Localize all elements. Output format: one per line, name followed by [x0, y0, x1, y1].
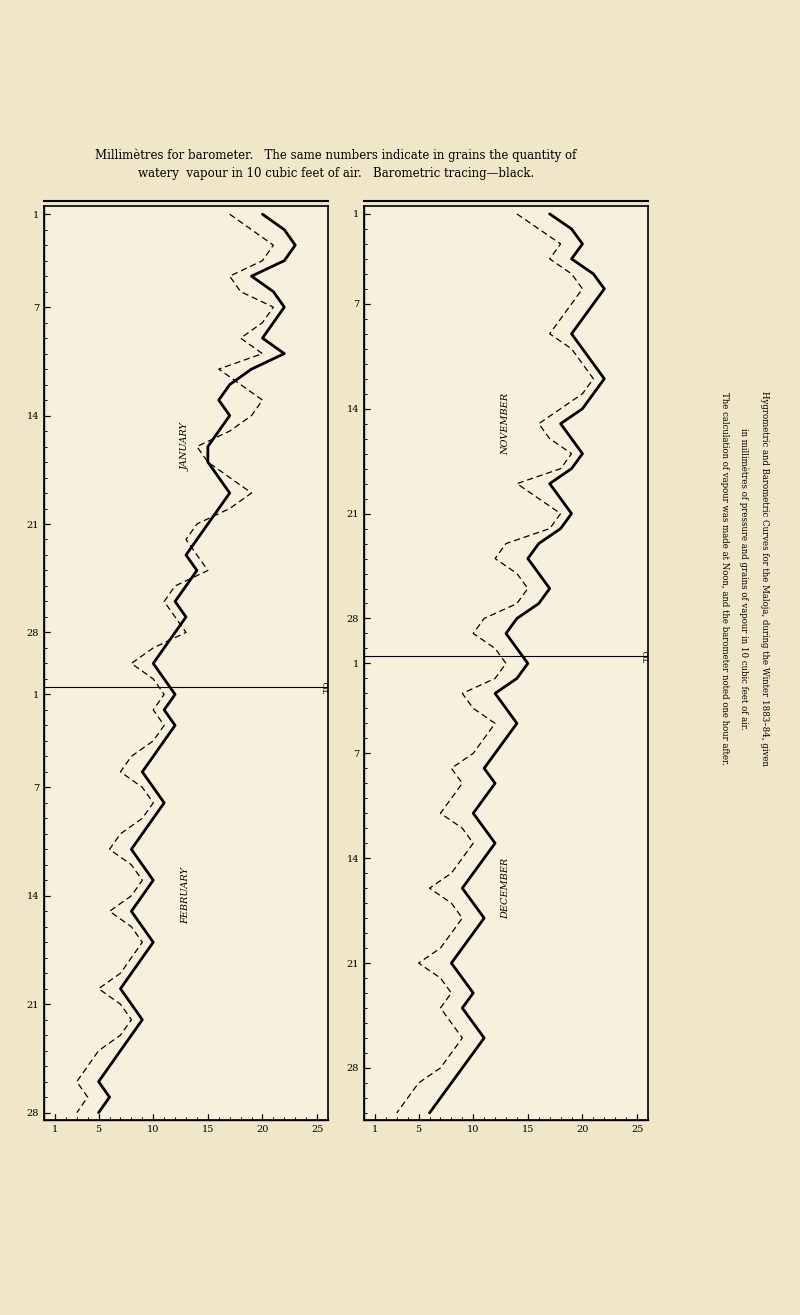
Text: TO: TO [322, 680, 330, 693]
Text: FEBRUARY: FEBRUARY [182, 868, 190, 924]
Text: The calculation of vapour was made at Noon, and the barometer noted one hour aft: The calculation of vapour was made at No… [719, 392, 729, 765]
Text: Hygrometric and Barometric Curves for the Maloja, during the Winter 1883–84, giv: Hygrometric and Barometric Curves for th… [759, 391, 769, 767]
Text: TO: TO [642, 650, 650, 663]
Text: Millimètres for barometer.   The same numbers indicate in grains the quantity of: Millimètres for barometer. The same numb… [95, 149, 577, 162]
Text: JANUARY: JANUARY [182, 422, 190, 471]
Text: NOVEMBER: NOVEMBER [502, 393, 510, 455]
Text: in millimètres of pressure and grains of vapour in 10 cubic feet of air.: in millimètres of pressure and grains of… [739, 427, 749, 730]
Text: watery  vapour in 10 cubic feet of air.   Barometric tracing—black.: watery vapour in 10 cubic feet of air. B… [138, 167, 534, 180]
Text: DECEMBER: DECEMBER [502, 857, 510, 919]
